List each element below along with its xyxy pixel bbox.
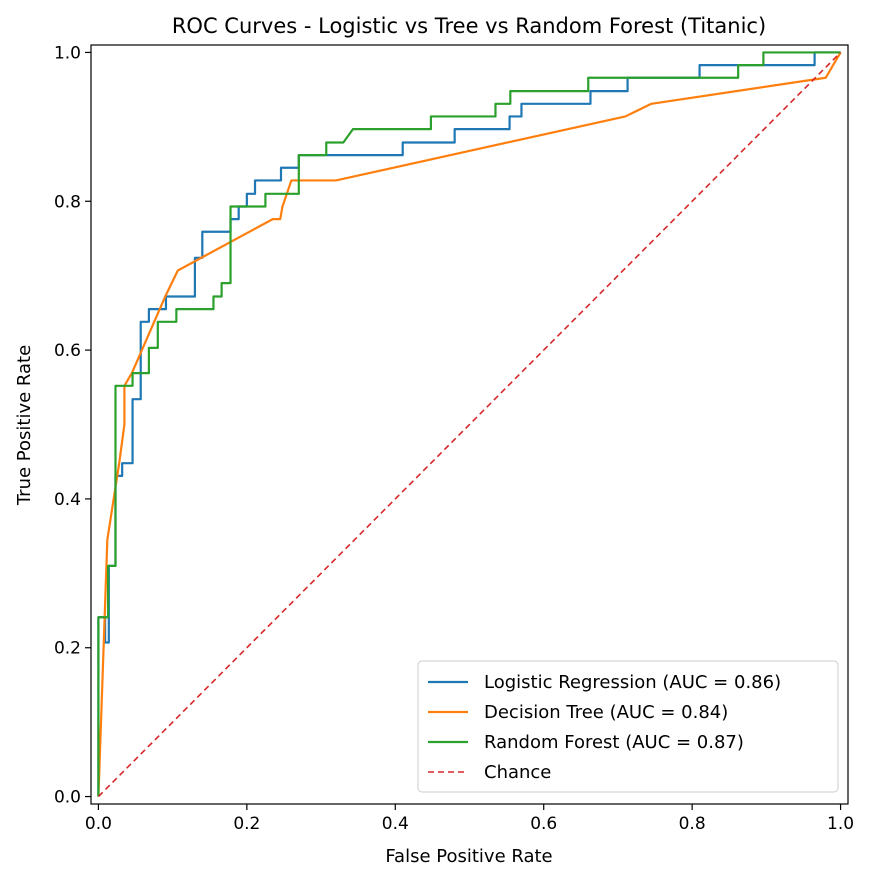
x-tick-label: 0.8	[679, 814, 706, 834]
y-tick-label: 0.6	[54, 341, 81, 361]
x-axis-title: False Positive Rate	[385, 846, 552, 867]
y-tick-label: 0.8	[54, 192, 81, 212]
y-tick-label: 0.2	[54, 639, 81, 659]
x-tick-label: 0.0	[85, 814, 112, 834]
x-tick-label: 0.4	[382, 814, 409, 834]
x-tick-label: 1.0	[827, 814, 854, 834]
plot-frame	[90, 44, 849, 805]
legend-box	[417, 660, 839, 793]
legend-label-chance: Chance	[484, 762, 551, 783]
y-tick-label: 1.0	[54, 43, 81, 63]
series-line-random-forest	[97, 51, 841, 797]
series-line-decision-tree	[97, 51, 842, 797]
legend-label-random-forest: Random Forest (AUC = 0.87)	[484, 732, 744, 753]
legend-label-logistic-regression: Logistic Regression (AUC = 0.86)	[484, 672, 781, 693]
y-axis-title: True Positive Rate	[14, 345, 35, 506]
y-tick-label: 0.4	[54, 490, 81, 510]
y-tick-label: 0.0	[54, 788, 81, 808]
plot-area: 0.0 0.2 0.4 0.6 0.8 1.0 0.0 0.2 0.4 0.6 0.8 1.0 Logi…	[54, 43, 854, 834]
series-line-chance	[97, 51, 842, 798]
series-group	[97, 51, 842, 798]
x-tick-label: 0.2	[233, 814, 260, 834]
chart-title: ROC Curves - Logistic vs Tree vs Random …	[172, 14, 766, 38]
legend: Logistic Regression (AUC = 0.86) Decision…	[417, 660, 839, 793]
legend-label-decision-tree: Decision Tree (AUC = 0.84)	[484, 702, 728, 723]
x-tick-label: 0.6	[530, 814, 557, 834]
